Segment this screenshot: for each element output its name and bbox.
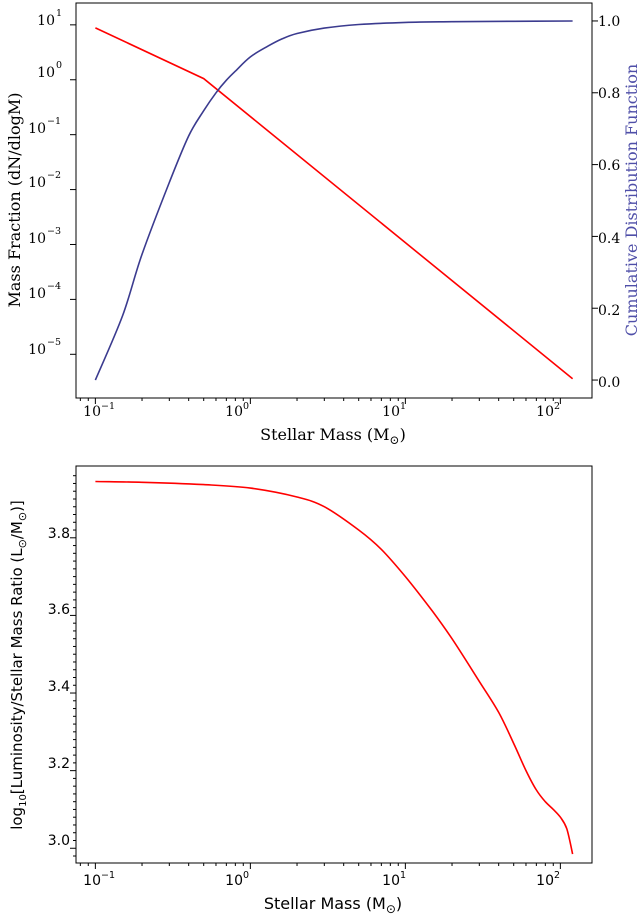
bottom-y-tick-label-3: 3.6 bbox=[48, 602, 70, 618]
bottom-x-tick-label-1: 10 bbox=[225, 873, 243, 889]
top-x-tick-label-0: 10 bbox=[83, 404, 101, 420]
bottom-x-tick-label-3: 10 bbox=[536, 873, 554, 889]
top-x-axis-label: Stellar Mass (M⊙) bbox=[260, 425, 406, 447]
top-y-left-tick-exp-5: −4 bbox=[47, 281, 61, 292]
bottom-y-tick-label-2: 3.4 bbox=[48, 679, 70, 695]
bottom-y-axis-label: log10[Luminosity/Stellar Mass Ratio (L⊙/… bbox=[8, 500, 29, 830]
top-y-left-tick-label-3: 10 bbox=[28, 175, 46, 191]
bottom-series bbox=[95, 480, 574, 855]
top-plot-frame bbox=[75, 2, 593, 399]
bottom-x-axis-label: Stellar Mass (M⊙) bbox=[264, 894, 402, 916]
cdf-line bbox=[94, 20, 573, 381]
bottom-x-tick-label-0: 10 bbox=[83, 873, 101, 889]
bottom-x-tick-exp-2: 1 bbox=[400, 870, 406, 881]
top-y-right-tick-label-1: 0.8 bbox=[598, 86, 620, 102]
top-y-left-tick-label-6: 10 bbox=[28, 342, 46, 358]
top-x-tick-exp-3: 2 bbox=[554, 401, 560, 412]
top-y-left-tick-exp-2: −1 bbox=[47, 116, 61, 127]
bottom-y-tick-label-0: 3.0 bbox=[48, 833, 70, 849]
bottom-x-tick-exp-1: 0 bbox=[243, 870, 249, 881]
bottom-x-tick-label-2: 10 bbox=[382, 873, 400, 889]
top-ticks bbox=[70, 20, 598, 404]
luminosity-mass-ratio-line bbox=[95, 480, 574, 855]
bottom-x-tick-exp-3: 2 bbox=[554, 870, 560, 881]
top-y-left-tick-exp-3: −2 bbox=[47, 170, 61, 181]
top-y-left-tick-exp-4: −3 bbox=[47, 226, 61, 237]
top-x-tick-exp-2: 1 bbox=[400, 401, 406, 412]
top-y-left-tick-label-1: 10 bbox=[37, 65, 55, 81]
bottom-y-tick-label-4: 3.8 bbox=[48, 526, 70, 542]
top-y-left-tick-label-2: 10 bbox=[28, 121, 46, 137]
top-y-right-tick-label-4: 0.2 bbox=[598, 303, 620, 319]
bottom-ticks bbox=[70, 475, 561, 869]
top-y-right-tick-label-0: 1.0 bbox=[598, 14, 620, 30]
top-y-left-tick-exp-1: 0 bbox=[56, 60, 62, 71]
top-y-left-tick-label-0: 10 bbox=[37, 13, 55, 29]
mass-fraction-line bbox=[95, 27, 574, 380]
top-y-left-tick-label-5: 10 bbox=[28, 286, 46, 302]
top-y-left-tick-exp-0: 1 bbox=[56, 8, 62, 19]
top-y-right-axis-label: Cumulative Distribution Function bbox=[622, 64, 641, 336]
bottom-y-tick-label-1: 3.2 bbox=[48, 756, 70, 772]
top-x-tick-label-2: 10 bbox=[382, 404, 400, 420]
top-x-tick-exp-0: −1 bbox=[101, 401, 115, 412]
top-y-right-tick-label-3: 0.4 bbox=[598, 231, 620, 247]
bottom-plot-frame bbox=[75, 465, 593, 864]
top-y-left-tick-exp-6: −5 bbox=[47, 337, 61, 348]
top-x-tick-label-3: 10 bbox=[536, 404, 554, 420]
top-x-tick-exp-1: 0 bbox=[243, 401, 249, 412]
bottom-x-tick-exp-0: −1 bbox=[101, 870, 115, 881]
top-panel: 10 −1 10 0 10 1 10 2 10 1 10 0 10 −1 10 … bbox=[5, 2, 641, 447]
top-series bbox=[94, 20, 574, 381]
top-y-right-tick-label-2: 0.6 bbox=[598, 158, 620, 174]
bottom-panel: 10 −1 10 0 10 1 10 2 3.0 3.2 3.4 3.6 3.8… bbox=[8, 465, 593, 916]
top-y-left-tick-label-4: 10 bbox=[28, 231, 46, 247]
top-y-left-axis-label: Mass Fraction (dN/dlogM) bbox=[5, 93, 24, 308]
top-x-tick-label-1: 10 bbox=[225, 404, 243, 420]
top-y-right-tick-label-5: 0.0 bbox=[598, 375, 620, 391]
